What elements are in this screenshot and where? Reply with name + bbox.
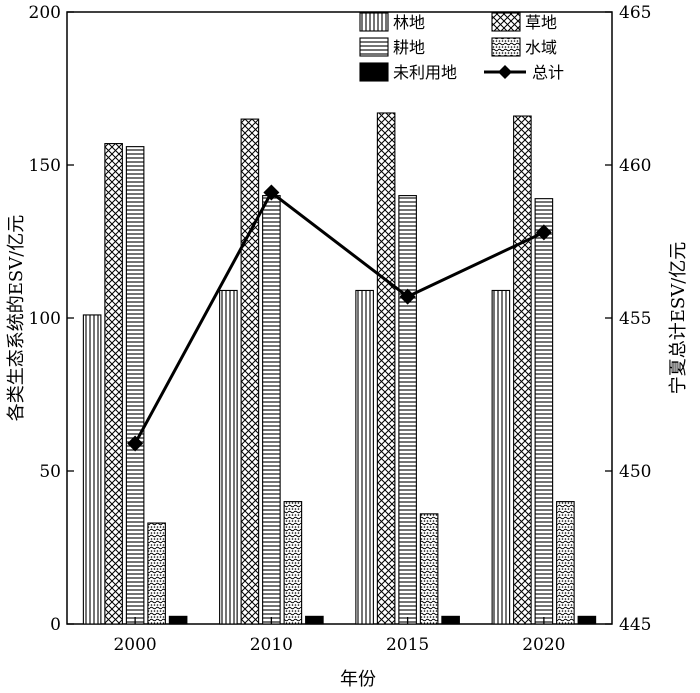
y2-tick-label: 460: [619, 156, 651, 176]
y-axis-title: 各类生态系统的ESV/亿元: [6, 215, 27, 422]
y2-tick-label: 465: [619, 3, 651, 23]
y2-tick-label: 455: [619, 309, 651, 329]
bar: [398, 195, 417, 625]
y-tick-label: 0: [50, 615, 61, 635]
bar: [262, 195, 281, 625]
bar: [125, 146, 145, 625]
legend-swatch: [491, 37, 521, 57]
bar: [82, 314, 102, 625]
bar: [419, 513, 439, 625]
y2-tick-label: 445: [619, 615, 651, 635]
legend-label: 耕地: [393, 38, 425, 57]
x-tick-label: 2000: [113, 635, 156, 655]
legend-label: 林地: [393, 13, 425, 32]
total-line-series: [127, 184, 552, 452]
bar: [441, 615, 460, 625]
legend-label: 水域: [525, 38, 557, 57]
bar: [240, 118, 260, 625]
legend-swatch: [491, 12, 521, 32]
y-tick-label: 50: [39, 462, 61, 482]
bar: [355, 289, 374, 625]
legend-swatch: [359, 62, 389, 82]
x-axis: 2000 2010 2015 2020: [113, 617, 566, 655]
x-tick-label: 2015: [386, 635, 429, 655]
bar: [376, 112, 396, 625]
legend-swatch: [359, 37, 389, 57]
legend-label: 未利用地: [393, 63, 457, 82]
bar: [168, 615, 188, 625]
bar: [513, 115, 532, 625]
bar: [104, 143, 123, 625]
total-line-point: [535, 224, 552, 241]
x-tick-label: 2020: [522, 635, 565, 655]
y-tick-label: 200: [29, 3, 61, 23]
bar-group: [82, 112, 597, 625]
total-line: [133, 190, 545, 445]
x-axis-title: 年份: [340, 669, 376, 690]
legend-line-marker: [498, 65, 512, 79]
y-tick-label: 150: [29, 156, 61, 176]
x-tick-label: 2010: [250, 635, 293, 655]
bar: [491, 289, 511, 625]
bar: [147, 522, 166, 625]
bar: [283, 501, 303, 625]
legend-label: 草地: [525, 13, 557, 32]
legend-label: 总计: [532, 63, 564, 82]
legend-swatch: [359, 12, 389, 32]
right-axis: 445 450 455 460 465: [605, 3, 651, 635]
bar: [219, 289, 238, 625]
total-line-point: [127, 435, 144, 452]
total-line-point: [399, 288, 416, 305]
y2-axis-title: 宁夏总计ESV/亿元: [668, 242, 689, 395]
bar: [534, 198, 554, 625]
y-tick-label: 100: [29, 309, 61, 329]
bar: [305, 615, 324, 625]
bar: [577, 615, 597, 625]
left-axis: 0 50 100 150 200: [29, 3, 74, 635]
bar: [556, 501, 575, 625]
y2-tick-label: 450: [619, 462, 651, 482]
total-line-point: [263, 184, 280, 201]
